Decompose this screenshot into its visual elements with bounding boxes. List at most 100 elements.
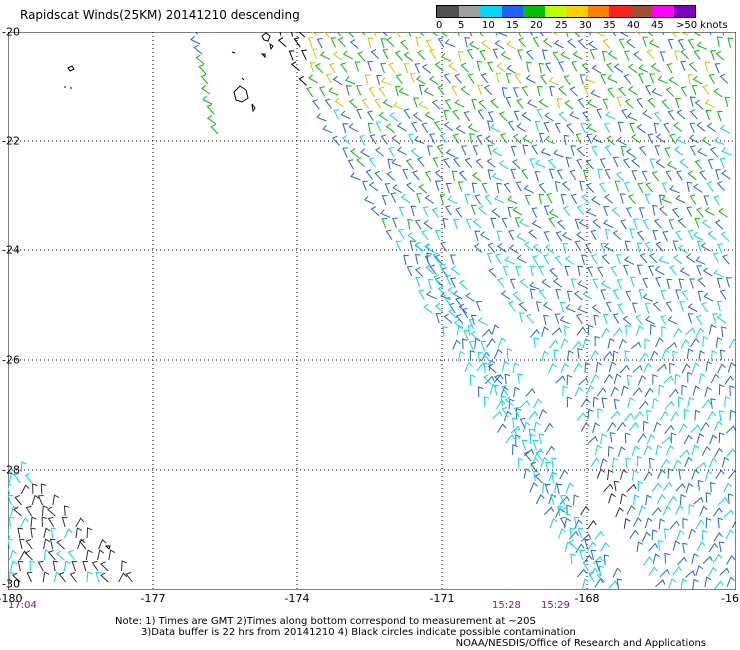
wind-barb: [501, 360, 510, 372]
wind-barb: [8, 549, 18, 561]
wind-barb: [454, 73, 462, 84]
wind-barb: [696, 541, 706, 552]
wind-barb: [532, 243, 542, 254]
wind-barb: [515, 434, 521, 446]
wind-barb: [655, 444, 663, 456]
wind-barb: [392, 184, 403, 194]
wind-barb: [708, 457, 718, 468]
wind-barb: [675, 230, 683, 241]
wind-barb: [595, 32, 606, 37]
wind-barb: [631, 302, 638, 313]
wind-barb: [539, 74, 547, 85]
wind-barb: [724, 375, 734, 385]
wind-barb: [553, 349, 559, 360]
wind-barb: [551, 472, 557, 484]
wind-barb: [561, 180, 571, 191]
wind-barb: [413, 97, 419, 108]
wind-barb: [435, 312, 442, 324]
wind-barb: [37, 494, 44, 506]
wind-barb: [444, 205, 452, 216]
wind-barb: [682, 542, 688, 554]
wind-barb: [384, 183, 391, 194]
wind-barb: [616, 96, 623, 107]
wind-barb: [347, 32, 354, 38]
wind-barb: [543, 231, 550, 242]
wind-barb: [620, 145, 627, 157]
legend-swatch: [673, 6, 695, 17]
wind-barb: [539, 32, 544, 37]
wind-barb: [19, 538, 25, 550]
wind-barb: [121, 560, 127, 572]
wind-barb: [512, 417, 518, 429]
wind-barb: [631, 469, 639, 481]
wind-barb: [523, 451, 532, 462]
wind-barb: [636, 230, 645, 241]
notes-block: Note: 1) Times are GMT 2)Times along bot…: [115, 616, 576, 638]
wind-barb: [506, 348, 513, 360]
wind-barb: [616, 578, 623, 590]
wind-barb: [319, 86, 326, 97]
wind-barb: [579, 180, 585, 192]
wind-barb: [592, 278, 599, 289]
wind-barb: [695, 519, 705, 530]
wind-barb: [396, 32, 401, 38]
wind-barb: [594, 530, 605, 540]
wind-barb: [675, 504, 684, 515]
wind-barb: [705, 492, 712, 503]
wind-barb: [554, 313, 561, 324]
wind-barb: [495, 32, 498, 36]
wind-barb: [403, 254, 409, 266]
wind-barb: [696, 41, 707, 50]
wind-barb: [386, 170, 395, 181]
wind-barb: [658, 194, 665, 205]
wind-barb: [599, 458, 608, 469]
wind-barb: [78, 539, 87, 550]
wind-barb: [692, 385, 701, 396]
wind-barb: [538, 98, 548, 108]
wind-barb: [501, 384, 509, 396]
wind-barb: [518, 218, 529, 228]
wind-barb: [348, 123, 359, 133]
wind-barb: [565, 303, 576, 313]
wind-barb: [687, 38, 695, 50]
wind-barb: [701, 445, 711, 456]
legend-label: 35: [603, 20, 616, 31]
wind-barb: [604, 193, 614, 204]
wind-barb: [354, 61, 361, 72]
wind-barb: [587, 435, 598, 444]
wind-barb: [452, 109, 460, 120]
wind-barb: [491, 208, 501, 218]
wind-barb: [632, 387, 643, 396]
wind-barb: [445, 148, 456, 158]
wind-barb: [316, 37, 323, 49]
wind-barb: [541, 326, 549, 337]
wind-barb: [606, 422, 617, 432]
wind-barb: [442, 326, 449, 337]
wind-barb: [544, 422, 554, 433]
wind-barb: [648, 566, 658, 576]
wind-barb: [63, 528, 73, 539]
wind-barb: [400, 39, 409, 50]
wind-barb: [584, 74, 595, 84]
wind-barb: [698, 373, 706, 384]
wind-barb: [554, 255, 563, 266]
wind-barb: [690, 337, 700, 348]
wind-barb: [696, 265, 702, 276]
wind-barb: [510, 145, 517, 157]
wind-barb: [534, 473, 543, 484]
wind-barb: [717, 496, 729, 506]
wind-map-canvas: [8, 32, 736, 590]
wind-barb: [577, 568, 587, 578]
wind-barb: [645, 182, 654, 193]
wind-barb: [644, 241, 652, 252]
wind-barb: [473, 243, 483, 254]
wind-barb: [655, 241, 664, 252]
wind-barb: [577, 280, 588, 289]
legend-swatch: [458, 6, 480, 17]
wind-barb: [693, 496, 704, 505]
wind-barb: [560, 193, 567, 205]
wind-barb: [459, 279, 468, 290]
wind-barb: [347, 159, 354, 170]
wind-barb: [600, 542, 610, 552]
wind-barb: [492, 410, 503, 419]
